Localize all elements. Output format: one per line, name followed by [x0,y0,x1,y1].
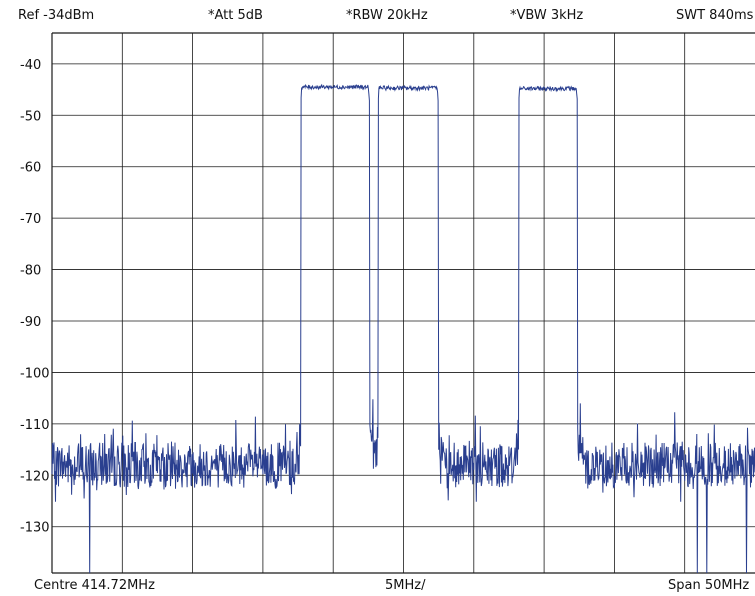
span-label: Span 50MHz [668,578,750,593]
y-tick-label: -90 [20,315,41,330]
y-tick-label: -40 [20,58,41,73]
y-tick-label: -130 [20,521,50,536]
frequency-per-division-label: 5MHz/ [385,578,426,593]
vbw-label: *VBW 3kHz [510,8,584,23]
sweep-time-label: SWT 840ms [676,8,754,23]
y-tick-label: -80 [20,264,41,279]
attenuation-label: *Att 5dB [208,8,263,23]
y-tick-label: -100 [20,366,50,381]
y-tick-label: -70 [20,212,41,227]
grid [51,32,755,574]
ref-level-label: Ref -34dBm [18,8,95,23]
y-tick-label: -120 [20,469,50,484]
centre-frequency-label: Centre 414.72MHz [34,578,155,593]
y-axis-ticks: -40 -50 -60 -70 -80 -90 -100 -110 -120 -130 [20,58,50,536]
y-tick-label: -110 [20,418,50,433]
y-tick-label: -60 [20,161,41,176]
rbw-label: *RBW 20kHz [346,8,428,23]
y-tick-label: -50 [20,109,41,124]
spectrum-trace [51,83,755,574]
